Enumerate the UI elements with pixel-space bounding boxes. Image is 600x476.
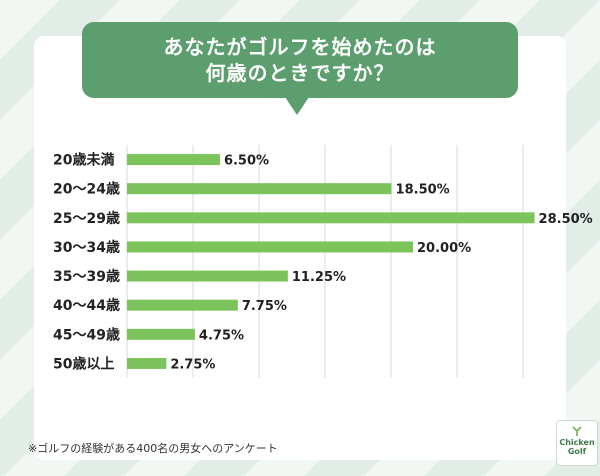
bar bbox=[127, 299, 238, 311]
bar-value-label: 6.50% bbox=[224, 154, 269, 169]
chart-title-line-1: あなたがゴルフを始めたのは bbox=[163, 35, 437, 59]
bar-value-label: 20.00% bbox=[417, 241, 471, 256]
bar bbox=[127, 183, 392, 195]
bar bbox=[127, 270, 288, 282]
category-label: 30～34歳 bbox=[53, 239, 120, 256]
bar bbox=[127, 154, 220, 166]
logo-text-2: Golf bbox=[567, 447, 587, 456]
bar-value-label: 11.25% bbox=[292, 270, 346, 285]
category-label: 25～29歳 bbox=[53, 210, 120, 227]
chicken-golf-logo: Chicken Golf bbox=[556, 420, 598, 466]
bar bbox=[127, 212, 535, 224]
category-label: 20～24歳 bbox=[53, 181, 120, 198]
category-label: 35～39歳 bbox=[53, 268, 120, 285]
bar bbox=[127, 241, 413, 253]
category-label: 50歳以上 bbox=[53, 355, 114, 372]
bar-value-label: 4.75% bbox=[199, 328, 244, 343]
bar bbox=[127, 328, 195, 340]
chart-title-line-2: 何歳のときですか？ bbox=[205, 61, 395, 85]
sprout-icon bbox=[572, 426, 582, 436]
category-label: 45～49歳 bbox=[53, 326, 120, 343]
title-banner-pointer bbox=[285, 97, 309, 115]
bar-value-label: 2.75% bbox=[170, 357, 215, 372]
logo-text-1: Chicken bbox=[559, 438, 595, 447]
bar-value-label: 7.75% bbox=[242, 299, 287, 314]
survey-footnote: ※ゴルフの経験がある400名の男女へのアンケート bbox=[28, 442, 278, 455]
category-label: 40～44歳 bbox=[53, 297, 120, 314]
category-label: 20歳未満 bbox=[53, 152, 114, 169]
title-banner bbox=[82, 22, 518, 98]
chart-title: あなたがゴルフを始めたのは 何歳のときですか？ bbox=[82, 34, 518, 86]
bar bbox=[127, 357, 167, 369]
bar-value-label: 28.50% bbox=[539, 212, 593, 227]
bar-value-label: 18.50% bbox=[396, 183, 450, 198]
